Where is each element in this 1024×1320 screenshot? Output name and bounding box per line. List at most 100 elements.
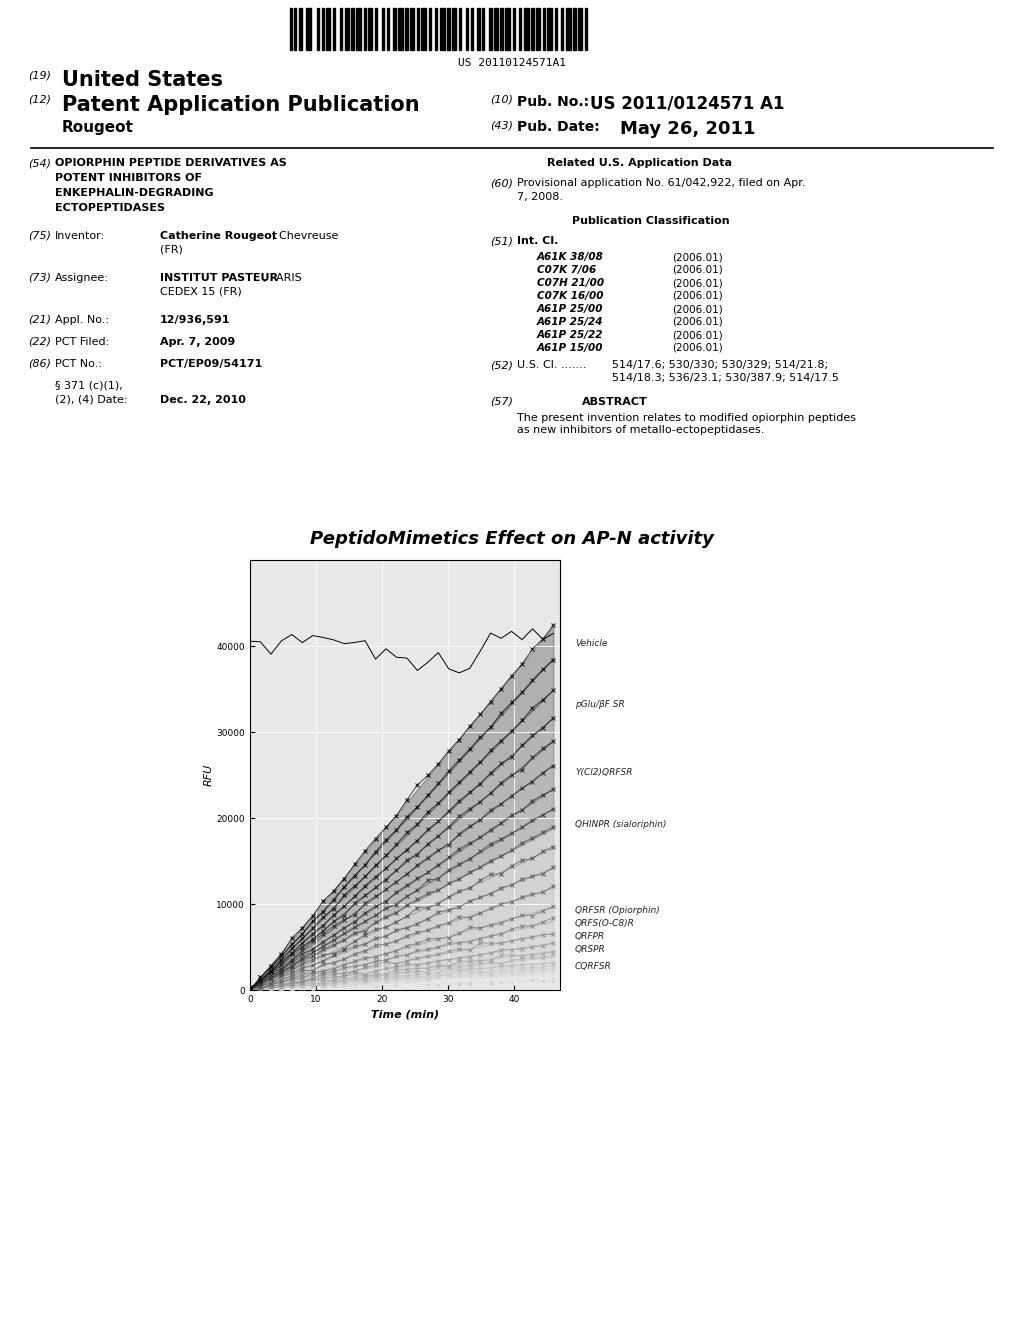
Text: ABSTRACT: ABSTRACT xyxy=(582,397,648,407)
Bar xyxy=(440,8,445,50)
Bar xyxy=(477,8,480,50)
Bar xyxy=(543,8,545,50)
Text: Inventor:: Inventor: xyxy=(55,231,105,242)
Text: QRFS(O-C8)R: QRFS(O-C8)R xyxy=(575,919,635,928)
Bar xyxy=(351,8,354,50)
Text: Vehicle: Vehicle xyxy=(575,639,607,648)
Bar xyxy=(375,8,377,50)
Bar xyxy=(524,8,529,50)
Bar xyxy=(459,8,461,50)
Text: A61P 25/00: A61P 25/00 xyxy=(537,304,603,314)
Text: CQRFSR: CQRFSR xyxy=(575,962,611,972)
Text: C07K 16/00: C07K 16/00 xyxy=(537,290,603,301)
Bar xyxy=(500,8,503,50)
Bar xyxy=(471,8,473,50)
Text: US 20110124571A1: US 20110124571A1 xyxy=(458,58,566,69)
Text: (86): (86) xyxy=(28,359,51,370)
Text: (10): (10) xyxy=(490,95,513,106)
Text: § 371 (c)(1),: § 371 (c)(1), xyxy=(55,381,123,391)
Text: (22): (22) xyxy=(28,337,51,347)
Y-axis label: RFU: RFU xyxy=(204,764,214,787)
Text: QRSPR: QRSPR xyxy=(575,945,606,954)
Text: Assignee:: Assignee: xyxy=(55,273,109,282)
Text: Dec. 22, 2010: Dec. 22, 2010 xyxy=(160,395,246,405)
Text: 514/17.6; 530/330; 530/329; 514/21.8;: 514/17.6; 530/330; 530/329; 514/21.8; xyxy=(612,360,828,370)
Text: QHINPR (sialoriphin): QHINPR (sialoriphin) xyxy=(575,820,667,829)
Bar xyxy=(368,8,372,50)
Text: , Chevreuse: , Chevreuse xyxy=(272,231,338,242)
Bar xyxy=(531,8,534,50)
Text: 514/18.3; 536/23.1; 530/387.9; 514/17.5: 514/18.3; 536/23.1; 530/387.9; 514/17.5 xyxy=(612,374,839,383)
Text: Pub. Date:: Pub. Date: xyxy=(517,120,600,135)
Bar xyxy=(561,8,563,50)
Bar xyxy=(519,8,521,50)
Text: (54): (54) xyxy=(28,158,51,168)
Text: (43): (43) xyxy=(490,120,513,129)
Text: PCT/EP09/54171: PCT/EP09/54171 xyxy=(160,359,262,370)
Text: (2006.01): (2006.01) xyxy=(672,304,723,314)
Bar xyxy=(489,8,492,50)
Text: Rougeot: Rougeot xyxy=(62,120,134,135)
Text: PCT No.:: PCT No.: xyxy=(55,359,101,370)
Bar xyxy=(317,8,319,50)
Bar xyxy=(447,8,450,50)
Bar xyxy=(398,8,403,50)
Text: (2006.01): (2006.01) xyxy=(672,290,723,301)
Bar xyxy=(382,8,384,50)
Bar xyxy=(536,8,540,50)
Text: CEDEX 15 (FR): CEDEX 15 (FR) xyxy=(160,286,242,297)
Text: PCT Filed:: PCT Filed: xyxy=(55,337,110,347)
Text: (2006.01): (2006.01) xyxy=(672,252,723,261)
Bar xyxy=(345,8,349,50)
Text: (57): (57) xyxy=(490,397,513,407)
Text: Publication Classification: Publication Classification xyxy=(572,216,730,226)
Text: Provisional application No. 61/042,922, filed on Apr.: Provisional application No. 61/042,922, … xyxy=(517,178,806,187)
Bar xyxy=(466,8,468,50)
Text: (52): (52) xyxy=(490,360,513,370)
Text: (2006.01): (2006.01) xyxy=(672,265,723,275)
Bar xyxy=(290,8,292,50)
Text: C07K 7/06: C07K 7/06 xyxy=(537,265,596,275)
Text: Related U.S. Application Data: Related U.S. Application Data xyxy=(547,158,732,168)
Text: OPIORPHIN PEPTIDE DERIVATIVES AS: OPIORPHIN PEPTIDE DERIVATIVES AS xyxy=(55,158,287,168)
Text: Int. Cl.: Int. Cl. xyxy=(517,236,558,246)
Text: 12/936,591: 12/936,591 xyxy=(160,315,230,325)
Text: (2006.01): (2006.01) xyxy=(672,330,723,341)
Text: U.S. Cl. .......: U.S. Cl. ....... xyxy=(517,360,587,370)
Bar xyxy=(393,8,396,50)
Bar xyxy=(482,8,484,50)
Text: (2), (4) Date:: (2), (4) Date: xyxy=(55,395,128,405)
Bar xyxy=(494,8,498,50)
Text: A61P 25/22: A61P 25/22 xyxy=(537,330,603,341)
Bar xyxy=(573,8,575,50)
Text: (73): (73) xyxy=(28,273,51,282)
Text: A61P 25/24: A61P 25/24 xyxy=(537,317,603,327)
Text: Pub. No.:: Pub. No.: xyxy=(517,95,589,110)
Bar xyxy=(435,8,437,50)
Bar xyxy=(578,8,582,50)
Text: PeptidoMimetics Effect on AP-N activity: PeptidoMimetics Effect on AP-N activity xyxy=(310,531,714,548)
Bar xyxy=(340,8,342,50)
Bar xyxy=(417,8,419,50)
Text: (60): (60) xyxy=(490,178,513,187)
Text: (19): (19) xyxy=(28,70,51,81)
Bar xyxy=(585,8,587,50)
Bar xyxy=(387,8,389,50)
Bar xyxy=(452,8,456,50)
Bar xyxy=(356,8,361,50)
Bar xyxy=(322,8,324,50)
Text: (2006.01): (2006.01) xyxy=(672,279,723,288)
Text: Apr. 7, 2009: Apr. 7, 2009 xyxy=(160,337,236,347)
Text: INSTITUT PASTEUR: INSTITUT PASTEUR xyxy=(160,273,278,282)
Bar xyxy=(306,8,311,50)
Text: (2006.01): (2006.01) xyxy=(672,343,723,352)
Text: The present invention relates to modified opiorphin peptides
as new inhibitors o: The present invention relates to modifie… xyxy=(517,413,856,434)
Bar xyxy=(326,8,330,50)
Text: QRFSR (Opiorphin): QRFSR (Opiorphin) xyxy=(575,906,659,915)
Text: Appl. No.:: Appl. No.: xyxy=(55,315,109,325)
Text: QRFPR: QRFPR xyxy=(575,932,605,941)
Text: United States: United States xyxy=(62,70,223,90)
Text: US 2011/0124571 A1: US 2011/0124571 A1 xyxy=(590,95,784,114)
Text: Patent Application Publication: Patent Application Publication xyxy=(62,95,420,115)
Text: Y(Cl2)QRFSR: Y(Cl2)QRFSR xyxy=(575,768,633,777)
